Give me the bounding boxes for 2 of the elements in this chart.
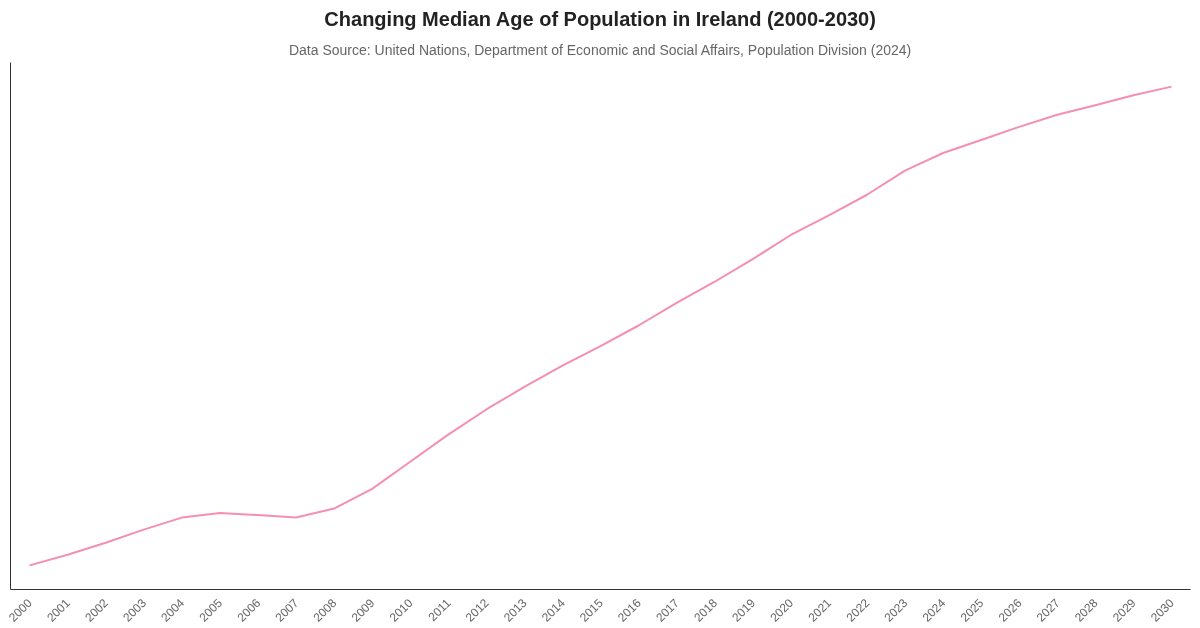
chart-subtitle: Data Source: United Nations, Department of Economic and Social Affairs, Population Division (2024) [288,41,912,58]
chart-title: Changing Median Age of Population in Ireland (2000-2030) [324,7,876,30]
